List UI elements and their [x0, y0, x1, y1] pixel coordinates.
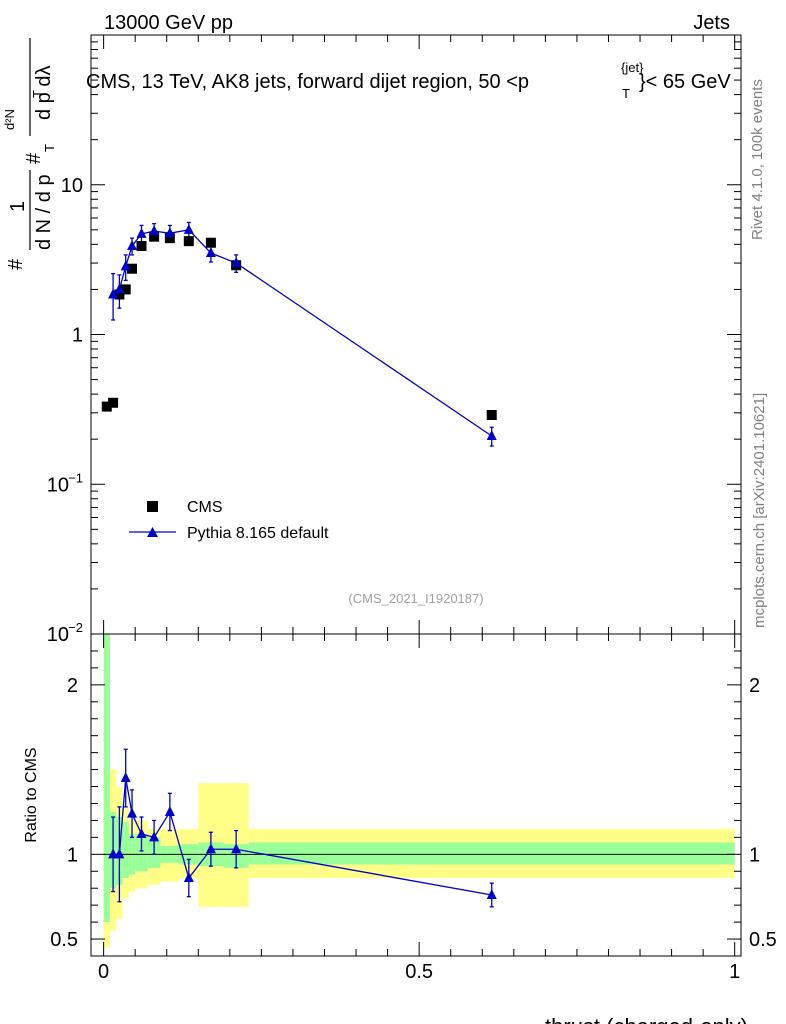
y-label-hash: #	[5, 258, 27, 270]
ratio-band-inner	[248, 842, 735, 865]
cms-data-point	[149, 231, 160, 242]
ratio-data-point	[114, 848, 125, 859]
legend-marker-mc	[147, 527, 158, 537]
cms-data-point	[114, 289, 125, 300]
y-tick-label-exponent: −1	[68, 470, 83, 485]
y-tick-label-ratio-left: 0.5	[50, 929, 78, 951]
y-label-sub-t: T	[42, 144, 57, 152]
y-tick-label-ratio-left: 1	[67, 844, 78, 866]
y-tick-label-main: 10	[47, 474, 69, 496]
cms-data-point	[164, 233, 175, 244]
y-tick-label-ratio-right: 0.5	[749, 929, 777, 951]
ratio-data-point	[149, 831, 160, 842]
main-plot-series	[101, 221, 497, 447]
title-text: CMS, 13 TeV, AK8 jets, forward dijet reg…	[86, 71, 529, 93]
ratio-band-inner	[135, 833, 148, 872]
legend: CMS Pythia 8.165 default	[129, 499, 329, 542]
ratio-data-point	[127, 807, 138, 818]
x-axis-label: thrust (charged-only)	[545, 1014, 748, 1024]
cms-data-point	[183, 236, 194, 247]
y-tick-label-main: 10	[47, 624, 69, 646]
mc-data-point	[486, 429, 497, 440]
title-subscript: T	[622, 86, 630, 101]
cms-data-point	[120, 284, 131, 295]
y-label-hash2: #	[23, 152, 45, 164]
x-tick-label: 1	[729, 961, 740, 983]
rivet-label: Rivet 4.1.0, 100k events	[749, 79, 766, 240]
mc-series-line	[112, 229, 493, 437]
mc-data-point	[183, 223, 194, 234]
cms-data-point	[127, 263, 138, 274]
mc-data-point	[127, 239, 138, 250]
title-superscript: {jet}	[621, 60, 644, 75]
y-tick-label-ratio-right: 1	[749, 844, 760, 866]
ratio-data-point	[108, 848, 119, 859]
ratio-data-point	[120, 772, 131, 783]
mc-data-point	[231, 257, 242, 268]
y-label-dpdl: d p dλ	[33, 66, 55, 120]
ratio-band-inner	[103, 634, 110, 923]
ratio-data-point	[164, 805, 175, 816]
mc-data-point	[114, 283, 125, 294]
mc-data-point	[136, 227, 147, 238]
ratio-data-point	[205, 843, 216, 854]
energy-label: 13000 GeV pp	[104, 12, 233, 34]
category-label: Jets	[693, 12, 730, 34]
ratio-plot-series	[108, 748, 497, 908]
ratio-band-inner	[122, 822, 129, 879]
y-tick-label-main: 10	[61, 175, 83, 197]
mcplots-label: mcplots.cern.ch [arXiv:2401.10621]	[751, 393, 768, 628]
x-tick-label: 0.5	[405, 961, 433, 983]
main-frame	[90, 34, 742, 635]
y-axis-label-ratio: Ratio to CMS	[23, 747, 40, 842]
analysis-id: (CMS_2021_I1920187)	[348, 591, 483, 606]
y-tick-label-ratio-left: 2	[67, 675, 78, 697]
cms-data-point	[108, 397, 119, 408]
y-label-one: 1	[7, 201, 29, 212]
ratio-frame	[90, 633, 742, 957]
y-axis-label-main: # 1 d N / d p # T d²N d p dλ T	[2, 38, 57, 270]
legend-marker-cms	[147, 501, 158, 512]
ratio-data-point	[486, 888, 497, 899]
mc-data-point	[149, 225, 160, 236]
ratio-data-point	[136, 827, 147, 838]
y-label-denominator: d N / d p	[33, 174, 55, 250]
y-tick-label-ratio-right: 2	[749, 675, 760, 697]
plot-title: CMS, 13 TeV, AK8 jets, forward dijet reg…	[86, 60, 731, 101]
y-tick-label-exponent: −2	[68, 620, 83, 635]
cms-data-point	[486, 410, 497, 421]
cms-data-point	[136, 240, 147, 251]
cms-data-point	[205, 237, 216, 248]
cms-data-point	[101, 401, 112, 412]
title-text-end: }< 65 GeV	[639, 71, 731, 93]
ratio-data-point	[183, 872, 194, 883]
y-label-sub-t2: T	[30, 90, 45, 98]
mc-data-point	[108, 288, 119, 299]
mc-data-point	[164, 227, 175, 238]
y-label-d2: d²N	[2, 109, 17, 130]
ratio-data-point	[231, 843, 242, 854]
x-tick-label: 0	[98, 961, 109, 983]
y-tick-label-main: 1	[72, 325, 83, 347]
mc-data-point	[205, 247, 216, 258]
legend-label-cms: CMS	[187, 499, 223, 516]
ratio-uncertainty-bands	[103, 634, 735, 948]
legend-label-mc: Pythia 8.165 default	[187, 525, 329, 542]
mc-data-point	[120, 260, 131, 271]
